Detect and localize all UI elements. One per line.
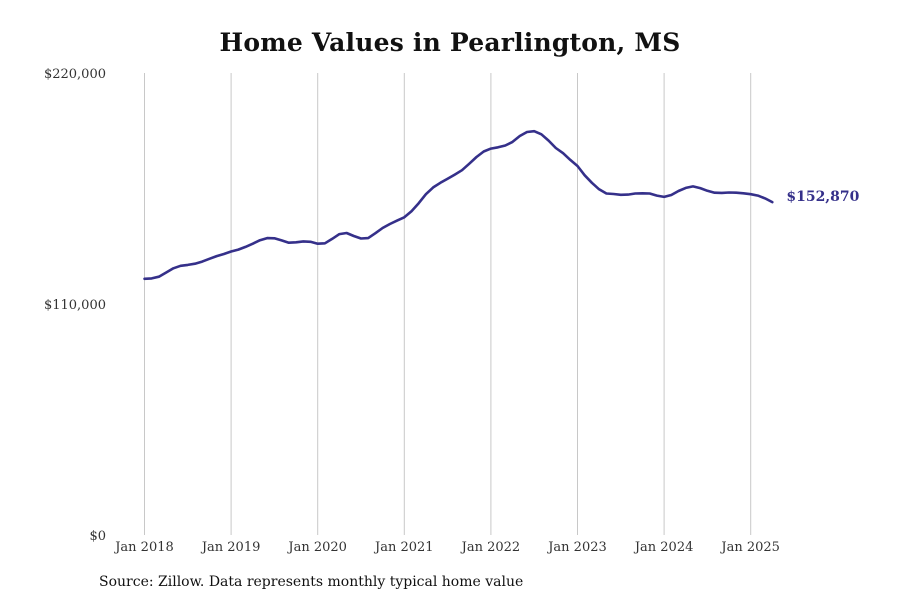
x-tick-label: Jan 2024 <box>633 540 694 555</box>
x-tick-label: Jan 2021 <box>373 540 434 555</box>
y-tick-label: $0 <box>89 529 106 544</box>
series-end-label: $152,870 <box>786 189 859 205</box>
x-tick-label: Jan 2025 <box>719 540 780 555</box>
x-tick-label: Jan 2022 <box>460 540 521 555</box>
x-axis-tick-labels: Jan 2018 Jan 2019 Jan 2020 Jan 2021 Jan 2022… <box>113 540 780 555</box>
series-line-0 <box>143 129 774 281</box>
y-axis-tick-labels: $0 $110,000 $220,000 <box>44 67 106 544</box>
y-tick-label: $110,000 <box>44 298 106 313</box>
vertical-gridlines <box>144 73 752 535</box>
x-tick-label: Jan 2023 <box>546 540 607 555</box>
y-tick-label: $220,000 <box>44 67 106 82</box>
x-tick-label: Jan 2020 <box>286 540 347 555</box>
x-tick-label: Jan 2018 <box>113 540 174 555</box>
series-layer: $152,870 <box>143 129 860 281</box>
chart-title: Home Values in Pearlington, MS <box>219 28 681 57</box>
source-note: Source: Zillow. Data represents monthly … <box>99 574 524 590</box>
x-tick-label: Jan 2019 <box>200 540 261 555</box>
